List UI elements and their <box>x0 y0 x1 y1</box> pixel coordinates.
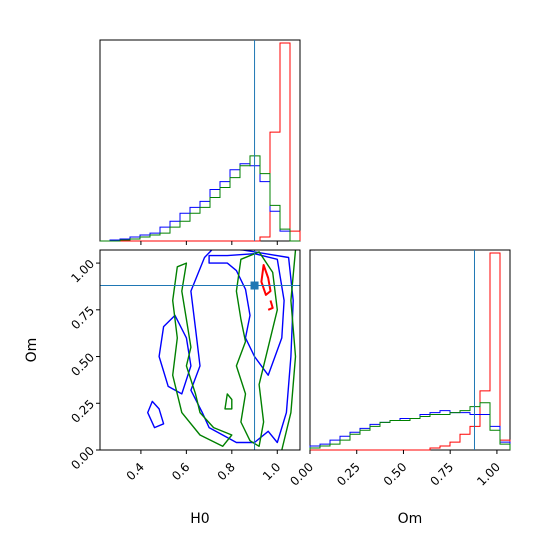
h0-marginal-panel <box>99 39 301 245</box>
joint-contour-0 <box>146 400 165 429</box>
joint-ytick-label-3: 0.75 <box>68 303 97 332</box>
joint-xtick-label-0: 0.4 <box>124 460 147 483</box>
om-marginal-histograms <box>309 252 511 451</box>
joint-contour-2 <box>208 252 285 376</box>
joint-x-axis-label: H0 <box>190 511 209 527</box>
joint-ytick-label-0: 0.00 <box>68 444 97 473</box>
om-xtick-label-4: 1.00 <box>474 460 503 489</box>
joint-xtick-label-3: 1.0 <box>260 460 283 483</box>
hist-2-series-0 <box>310 252 511 451</box>
joint-truth-marker <box>250 281 259 290</box>
joint-panel: 0.4 0.6 0.8 1.0 0.00 0.25 0.50 0.75 1.00 H0 Om <box>24 249 301 527</box>
om-marginal-ticks: 0.00 0.25 0.50 0.75 1.00 <box>287 450 503 489</box>
joint-contour-1 <box>158 314 192 395</box>
joint-contour-4 <box>171 262 233 447</box>
joint-x-ticks: 0.4 0.6 0.8 1.0 <box>124 450 283 483</box>
joint-ytick-label-2: 0.50 <box>68 350 97 379</box>
joint-y-ticks: 0.00 0.25 0.50 0.75 1.00 <box>68 257 100 473</box>
hist-0-series-0 <box>100 42 301 242</box>
joint-y-axis-label: Om <box>24 338 40 363</box>
om-marginal-panel: 0.00 0.25 0.50 0.75 1.00 Om <box>287 249 511 527</box>
hist-2-series-1 <box>309 410 511 450</box>
joint-frame <box>99 249 301 451</box>
om-xtick-label-0: 0.00 <box>287 460 316 489</box>
joint-contour-8 <box>260 264 272 296</box>
joint-ytick-label-4: 1.00 <box>68 257 97 286</box>
om-xtick-label-3: 0.75 <box>428 460 457 489</box>
hist-0-series-1 <box>100 163 300 242</box>
joint-xtick-label-2: 0.8 <box>215 460 238 483</box>
h0-marginal-histograms <box>100 42 301 242</box>
h0-marginal-ticks <box>140 241 278 245</box>
om-xtick-label-1: 0.25 <box>334 460 363 489</box>
joint-contour-9 <box>267 300 274 311</box>
joint-contour-7 <box>224 393 233 410</box>
om-xtick-label-2: 0.50 <box>381 460 410 489</box>
joint-xtick-label-1: 0.6 <box>169 460 192 483</box>
joint-contour-6 <box>281 250 297 450</box>
joint-ytick-label-1: 0.25 <box>68 397 97 426</box>
hist-2-series-2 <box>309 402 511 450</box>
joint-contour-5 <box>235 251 278 447</box>
hist-0-series-2 <box>100 155 300 242</box>
joint-contours <box>146 250 297 450</box>
om-x-axis-label: Om <box>398 511 423 527</box>
